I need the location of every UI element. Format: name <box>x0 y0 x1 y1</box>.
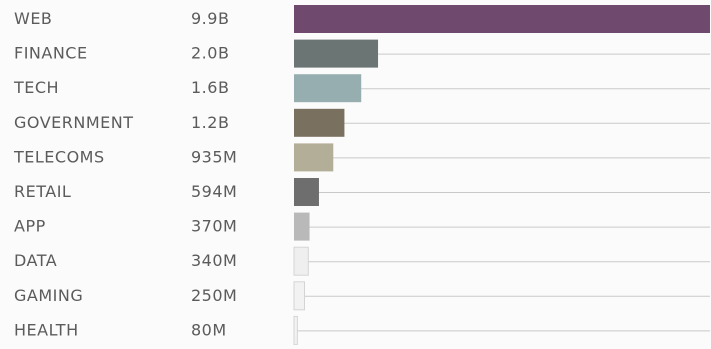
category-label: DATA <box>14 251 57 270</box>
category-label: TECH <box>13 78 59 97</box>
category-label: GOVERNMENT <box>14 113 134 132</box>
category-label: APP <box>14 217 46 236</box>
category-label: WEB <box>14 9 52 28</box>
bar-web <box>294 5 710 33</box>
value-label: 1.6B <box>191 78 229 97</box>
bar-telecoms <box>294 143 334 172</box>
category-label: GAMING <box>14 286 83 305</box>
value-label: 935M <box>191 147 237 166</box>
bar-retail <box>294 178 319 206</box>
bar-tech <box>294 74 362 103</box>
category-label: FINANCE <box>14 44 88 63</box>
value-label: 2.0B <box>191 44 229 63</box>
value-label: 594M <box>191 182 237 201</box>
category-label: HEALTH <box>14 320 79 339</box>
bar-government <box>294 108 345 137</box>
value-label: 1.2B <box>191 113 229 132</box>
value-label: 250M <box>191 286 237 305</box>
value-label: 80M <box>191 320 227 339</box>
category-label: TELECOMS <box>13 147 105 166</box>
bar-gaming <box>293 281 306 311</box>
value-label: 9.9B <box>191 9 229 28</box>
category-label: RETAIL <box>14 182 71 201</box>
bar-health <box>293 315 298 345</box>
bar-data <box>293 246 309 276</box>
bar-app <box>294 212 310 241</box>
value-label: 340M <box>191 251 237 270</box>
value-label: 370M <box>191 217 237 236</box>
bar-finance <box>294 39 379 68</box>
